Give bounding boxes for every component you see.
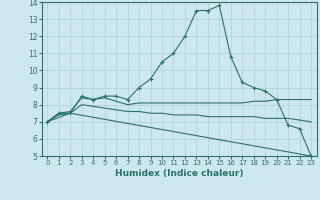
- X-axis label: Humidex (Indice chaleur): Humidex (Indice chaleur): [115, 169, 244, 178]
